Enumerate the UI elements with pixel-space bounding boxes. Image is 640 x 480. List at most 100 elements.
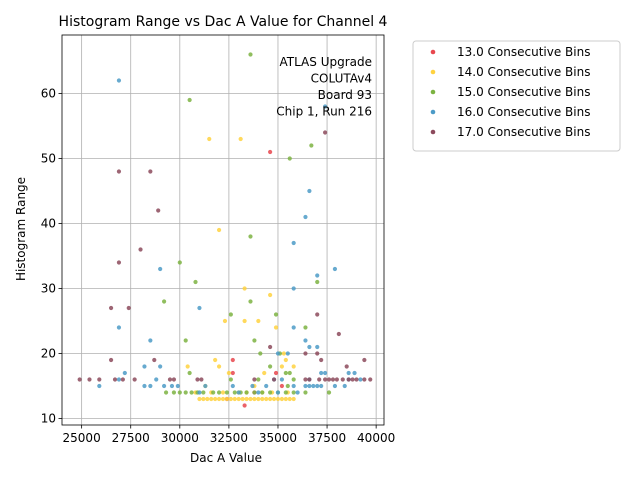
data-point xyxy=(303,390,308,395)
legend-marker xyxy=(430,129,436,135)
data-point xyxy=(236,396,241,402)
data-points xyxy=(77,52,373,408)
data-point xyxy=(368,377,373,382)
series-4 xyxy=(97,78,363,395)
data-point xyxy=(248,234,253,239)
data-point xyxy=(279,383,285,389)
data-point xyxy=(273,370,279,376)
data-point xyxy=(197,390,202,395)
data-point xyxy=(273,325,279,330)
data-point xyxy=(344,364,349,369)
data-point xyxy=(142,383,147,389)
data-point xyxy=(287,370,292,376)
data-point xyxy=(291,396,296,402)
data-point xyxy=(252,396,257,402)
y-tick-label: 50 xyxy=(41,152,56,166)
data-point xyxy=(187,370,192,376)
data-point xyxy=(315,273,320,278)
data-point xyxy=(220,396,226,402)
data-point xyxy=(152,357,157,363)
data-point xyxy=(77,377,82,382)
data-point xyxy=(319,370,324,376)
data-point xyxy=(264,383,269,389)
data-point xyxy=(216,390,222,395)
data-point xyxy=(116,260,122,265)
data-point xyxy=(260,396,265,402)
data-point xyxy=(232,396,237,402)
data-point xyxy=(322,377,328,382)
data-point xyxy=(256,318,261,324)
x-tick-label: 30000 xyxy=(161,431,199,445)
data-point xyxy=(183,338,188,343)
data-point xyxy=(148,169,153,174)
data-point xyxy=(283,370,288,376)
x-axis-label: Dac A Value xyxy=(190,451,262,465)
data-point xyxy=(148,338,153,343)
data-point xyxy=(326,390,332,395)
x-tick-label: 35000 xyxy=(259,431,297,445)
data-point xyxy=(332,266,338,272)
data-point xyxy=(332,383,338,389)
data-point xyxy=(228,377,233,382)
data-point xyxy=(252,338,257,343)
data-point xyxy=(252,377,257,382)
data-point xyxy=(108,305,114,311)
data-point xyxy=(291,325,296,330)
y-tick-label: 60 xyxy=(41,87,56,101)
legend-entry: 17.0 Consecutive Bins xyxy=(457,125,590,139)
y-axis-label: Histogram Range xyxy=(14,177,28,281)
legend-frame xyxy=(412,40,621,152)
data-point xyxy=(171,377,177,382)
data-point xyxy=(271,396,277,402)
annotation-line: COLUTAv4 xyxy=(311,72,372,86)
data-point xyxy=(303,214,308,220)
data-point xyxy=(226,370,231,376)
data-point xyxy=(232,390,237,395)
data-point xyxy=(240,396,245,402)
x-tick-label: 40000 xyxy=(357,431,395,445)
data-point xyxy=(116,169,122,174)
data-point xyxy=(340,377,345,382)
data-point xyxy=(209,396,214,402)
data-point xyxy=(315,312,320,317)
data-point xyxy=(203,383,208,389)
data-point xyxy=(326,377,332,382)
data-point xyxy=(248,52,253,57)
data-point xyxy=(322,130,328,135)
data-point xyxy=(317,377,322,382)
data-point xyxy=(319,357,324,363)
data-point xyxy=(256,396,261,402)
annotation-line: Chip 1, Run 216 xyxy=(276,105,372,119)
data-point xyxy=(158,266,163,272)
data-point xyxy=(268,396,273,402)
data-point xyxy=(275,396,281,402)
data-point xyxy=(161,383,167,389)
data-point xyxy=(148,383,153,389)
plot-frame xyxy=(61,34,385,426)
data-point xyxy=(250,383,255,389)
data-point xyxy=(281,351,286,356)
data-point xyxy=(189,390,194,395)
data-point xyxy=(116,78,122,83)
data-point xyxy=(201,396,206,402)
data-point xyxy=(175,383,180,389)
data-point xyxy=(197,305,202,311)
y-tick-label: 20 xyxy=(41,347,56,361)
data-point xyxy=(315,279,320,285)
data-point xyxy=(230,357,235,363)
data-point xyxy=(319,383,324,389)
data-point xyxy=(315,351,320,356)
data-point xyxy=(279,396,285,402)
legend-marker xyxy=(430,109,436,115)
data-point xyxy=(275,390,281,395)
data-point xyxy=(273,312,279,317)
data-point xyxy=(177,260,182,265)
y-tick-label: 40 xyxy=(41,217,56,231)
data-point xyxy=(156,208,161,213)
data-point xyxy=(126,305,131,311)
data-point xyxy=(248,396,253,402)
data-point xyxy=(279,364,285,369)
grid-lines xyxy=(62,35,384,425)
x-tick-label: 27500 xyxy=(112,431,150,445)
data-point xyxy=(268,292,273,298)
